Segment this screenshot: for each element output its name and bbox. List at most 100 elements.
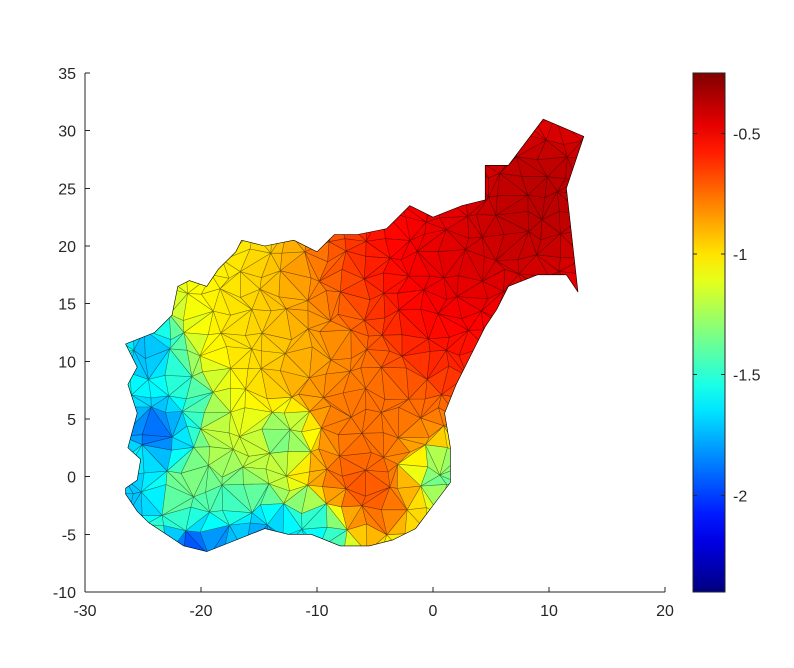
mesh-triangle [562, 298, 583, 319]
colorbar-tick-label: -2 [733, 488, 747, 505]
mesh-triangle [125, 230, 144, 263]
mesh-triangle [125, 195, 155, 223]
mesh-triangle [239, 170, 268, 197]
mesh-triangle [546, 93, 563, 115]
mesh-triangle [399, 119, 420, 142]
mesh-triangle [125, 349, 135, 378]
mesh-triangle [582, 542, 584, 552]
mesh-triangle [125, 182, 130, 196]
mesh-triangle [286, 119, 306, 140]
mesh-triangle [152, 273, 170, 300]
mesh-triangle [339, 139, 361, 159]
mesh-triangle [184, 554, 209, 564]
mesh-triangle [520, 387, 539, 415]
mesh-triangle [435, 530, 466, 552]
mesh-triangle [220, 134, 254, 157]
mesh-triangle [555, 336, 584, 359]
mesh-triangle [125, 252, 132, 283]
mesh-triangle [583, 394, 584, 413]
mesh-triangle [318, 84, 344, 103]
mesh-triangle [574, 228, 584, 260]
mesh-triangle [476, 134, 510, 162]
mesh-triangle [323, 157, 343, 174]
mesh-triangle [199, 160, 222, 179]
mesh-triangle [495, 317, 523, 328]
mesh-triangle [160, 151, 187, 179]
mesh-triangle [125, 153, 134, 183]
mesh-triangle [436, 547, 471, 552]
mesh-triangle [306, 213, 330, 243]
mesh-triangle [130, 258, 144, 282]
mesh-triangle [456, 385, 482, 420]
mesh-triangle [399, 547, 430, 552]
mesh-triangle [211, 233, 226, 262]
mesh-triangle [468, 84, 480, 94]
mesh-triangle [557, 392, 584, 414]
mesh-triangle [495, 424, 522, 447]
mesh-triangle [185, 176, 209, 201]
mesh-triangle [130, 280, 154, 300]
mesh-triangle [190, 556, 210, 571]
mesh-triangle [399, 548, 420, 552]
mesh-triangle [464, 123, 479, 144]
mesh-triangle [528, 525, 543, 550]
mesh-triangle [585, 410, 605, 430]
mesh-triangle [318, 119, 346, 126]
mesh-triangle [476, 427, 510, 448]
mesh-triangle [498, 484, 527, 510]
mesh-triangle [502, 131, 517, 158]
mesh-triangle [558, 357, 584, 375]
mesh-triangle [289, 194, 310, 218]
mesh-triangle [152, 287, 170, 316]
mesh-triangle [125, 450, 126, 478]
mesh-triangle [244, 549, 271, 552]
mesh-triangle [460, 509, 479, 532]
mesh-triangle [281, 79, 305, 97]
mesh-triangle [447, 119, 469, 123]
mesh-triangle [366, 77, 383, 99]
mesh-triangle [447, 119, 469, 121]
mesh-triangle [130, 312, 155, 331]
mesh-triangle [442, 72, 468, 91]
mesh-triangle [180, 141, 207, 164]
mesh-triangle [424, 119, 449, 120]
mesh-triangle [496, 507, 530, 530]
mesh-triangle [125, 171, 147, 197]
mesh-triangle [425, 507, 441, 532]
mesh-triangle [479, 79, 506, 95]
mesh-triangle [260, 213, 288, 231]
mesh-triangle [400, 99, 426, 118]
mesh-triangle [383, 151, 406, 181]
mesh-triangle [476, 434, 497, 458]
mesh-triangle [261, 78, 281, 98]
mesh-triangle [366, 542, 385, 552]
mesh-triangle [400, 103, 430, 117]
mesh-triangle [125, 532, 128, 552]
mesh-triangle [466, 375, 482, 387]
mesh-triangle [125, 296, 133, 318]
mesh-triangle [307, 152, 325, 183]
mesh-triangle [529, 74, 546, 92]
mesh-triangle [477, 346, 499, 378]
mesh-triangle [577, 312, 584, 338]
mesh-triangle [400, 131, 420, 153]
mesh-triangle [520, 425, 545, 455]
mesh-triangle [384, 135, 406, 164]
mesh-triangle [306, 215, 330, 242]
mesh-triangle [125, 549, 151, 552]
mesh-triangle [457, 385, 487, 420]
mesh-triangle [125, 394, 133, 419]
mesh-triangle [125, 119, 135, 135]
colorbar-gradient [693, 73, 725, 592]
mesh-triangle [544, 349, 563, 378]
mesh-triangle [125, 211, 155, 236]
mesh-triangle [125, 491, 130, 518]
x-tick-label: -20 [189, 603, 212, 620]
mesh-triangle [199, 176, 222, 202]
mesh-triangle [418, 119, 449, 142]
mesh-triangle [537, 74, 556, 92]
mesh-triangle [537, 412, 561, 438]
mesh-triangle [305, 82, 328, 98]
mesh-triangle [483, 326, 504, 348]
mesh-triangle [520, 445, 545, 469]
